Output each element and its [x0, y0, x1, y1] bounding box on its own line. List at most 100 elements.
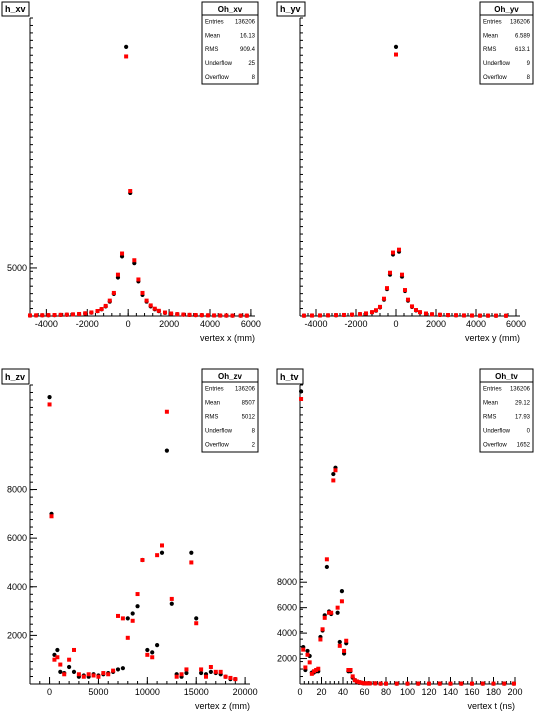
- data-point-black: [155, 643, 160, 648]
- data-point-black: [47, 395, 52, 400]
- y-tick-label: 6000: [7, 533, 27, 543]
- y-tick-label: 4000: [7, 582, 27, 592]
- data-point-red: [357, 680, 362, 685]
- data-point-red: [145, 652, 150, 657]
- data-point-black: [189, 550, 194, 555]
- stats-label: RMS: [483, 415, 496, 421]
- data-point-red: [364, 311, 368, 316]
- panel-h_xv: -4000 -2000 0 2000 4000 6000 5000 vertex x (mm)…: [1, 1, 261, 343]
- data-point-red: [486, 313, 490, 318]
- title-box: [1, 1, 30, 17]
- stats-title: Oh_zv: [218, 372, 243, 381]
- data-point-red: [64, 312, 69, 317]
- data-point-red: [430, 312, 434, 317]
- data-point-red: [91, 673, 96, 678]
- stats-label: Overflow: [483, 443, 507, 449]
- data-point-red: [470, 313, 474, 318]
- stats-value: 6.589: [515, 33, 531, 39]
- data-point-red: [120, 251, 125, 256]
- stats-label: Entries: [483, 387, 502, 393]
- data-point-red: [301, 647, 306, 652]
- x-tick-label: 80: [381, 687, 391, 697]
- data-point-red: [155, 553, 160, 558]
- data-point-red: [438, 312, 442, 317]
- data-point-red: [418, 310, 422, 315]
- data-point-black: [71, 669, 77, 674]
- data-point-black: [135, 604, 140, 609]
- x-tick-label: 4000: [200, 319, 220, 329]
- panel-h_tv: 0 20 40 60 80 100 120 140 160 180 200 2000 4000 6000 8…: [276, 368, 534, 711]
- data-point-red: [427, 681, 431, 686]
- data-point-red: [34, 313, 39, 318]
- data-point-red: [397, 247, 401, 252]
- data-point-red: [335, 605, 340, 610]
- data-point-red: [103, 303, 108, 308]
- stats-label: Underflow: [205, 61, 233, 67]
- data-point-red: [367, 681, 372, 686]
- data-point-red: [218, 669, 223, 674]
- panel-h_zv: 0 5000 10000 15000 20000 2000 4000 6000 8000 vert…: [1, 368, 259, 711]
- stats-label: Overflow: [483, 75, 507, 81]
- data-point-red: [132, 258, 137, 263]
- stats-label: Mean: [205, 401, 220, 407]
- x-tick-label: 4000: [466, 319, 486, 329]
- data-point-red: [363, 681, 368, 686]
- data-point-red: [156, 308, 161, 313]
- data-point-red: [446, 313, 450, 318]
- data-point-red: [361, 681, 366, 686]
- y-tick-label: 6000: [277, 603, 297, 613]
- data-point-red: [403, 288, 407, 293]
- data-point-red: [224, 313, 229, 318]
- data-point-red: [424, 311, 428, 316]
- data-point-red: [326, 313, 330, 318]
- data-point-red: [414, 308, 418, 313]
- data-point-red: [163, 310, 167, 315]
- stats-box: [479, 368, 534, 453]
- data-point-black: [120, 666, 125, 671]
- data-point-red: [49, 514, 54, 519]
- stats-label: Underflow: [483, 429, 511, 435]
- data-point-red: [352, 678, 357, 683]
- x-tick-label: 200: [507, 687, 522, 697]
- data-point-red: [459, 681, 464, 686]
- data-point-red: [385, 286, 389, 291]
- stats-value: 29.12: [515, 401, 531, 407]
- data-point-red: [299, 396, 304, 401]
- x-tick-label: 100: [400, 687, 415, 697]
- y-tick-label: 2000: [7, 630, 27, 640]
- y-tick-label: 8000: [277, 577, 297, 587]
- x-tick-label: 160: [464, 687, 479, 697]
- data-point-black: [324, 564, 329, 570]
- data-point-red: [140, 558, 145, 563]
- x-tick-label: 120: [421, 687, 436, 697]
- data-point-red: [218, 313, 223, 318]
- data-point-red: [350, 674, 355, 679]
- panel-title: h_yv: [280, 4, 301, 14]
- data-point-red: [152, 306, 157, 311]
- data-point-red: [70, 312, 75, 317]
- data-point-red: [310, 313, 314, 318]
- data-point-black: [393, 44, 399, 49]
- data-point-red: [86, 672, 91, 677]
- data-point-red: [187, 312, 192, 317]
- data-point-red: [193, 313, 198, 318]
- x-axis-label: vertex y (mm): [465, 333, 520, 343]
- stats-value: 613.1: [515, 47, 531, 53]
- data-point-red: [160, 543, 164, 548]
- data-point-red: [502, 681, 507, 686]
- data-point-red: [189, 560, 194, 565]
- data-point-red: [67, 657, 72, 662]
- data-point-red: [77, 311, 82, 316]
- stats-value: 16.13: [240, 33, 256, 39]
- data-point-black: [194, 616, 199, 621]
- y-tick-label: 8000: [7, 485, 27, 495]
- data-point-red: [400, 272, 404, 277]
- stats-label: Underflow: [205, 429, 233, 435]
- stats-value: 9: [527, 61, 531, 67]
- data-point-red: [333, 468, 338, 473]
- data-point-red: [169, 311, 174, 316]
- title-box: [276, 368, 304, 385]
- stats-title: Oh_tv: [495, 372, 518, 381]
- data-point-red: [136, 277, 141, 282]
